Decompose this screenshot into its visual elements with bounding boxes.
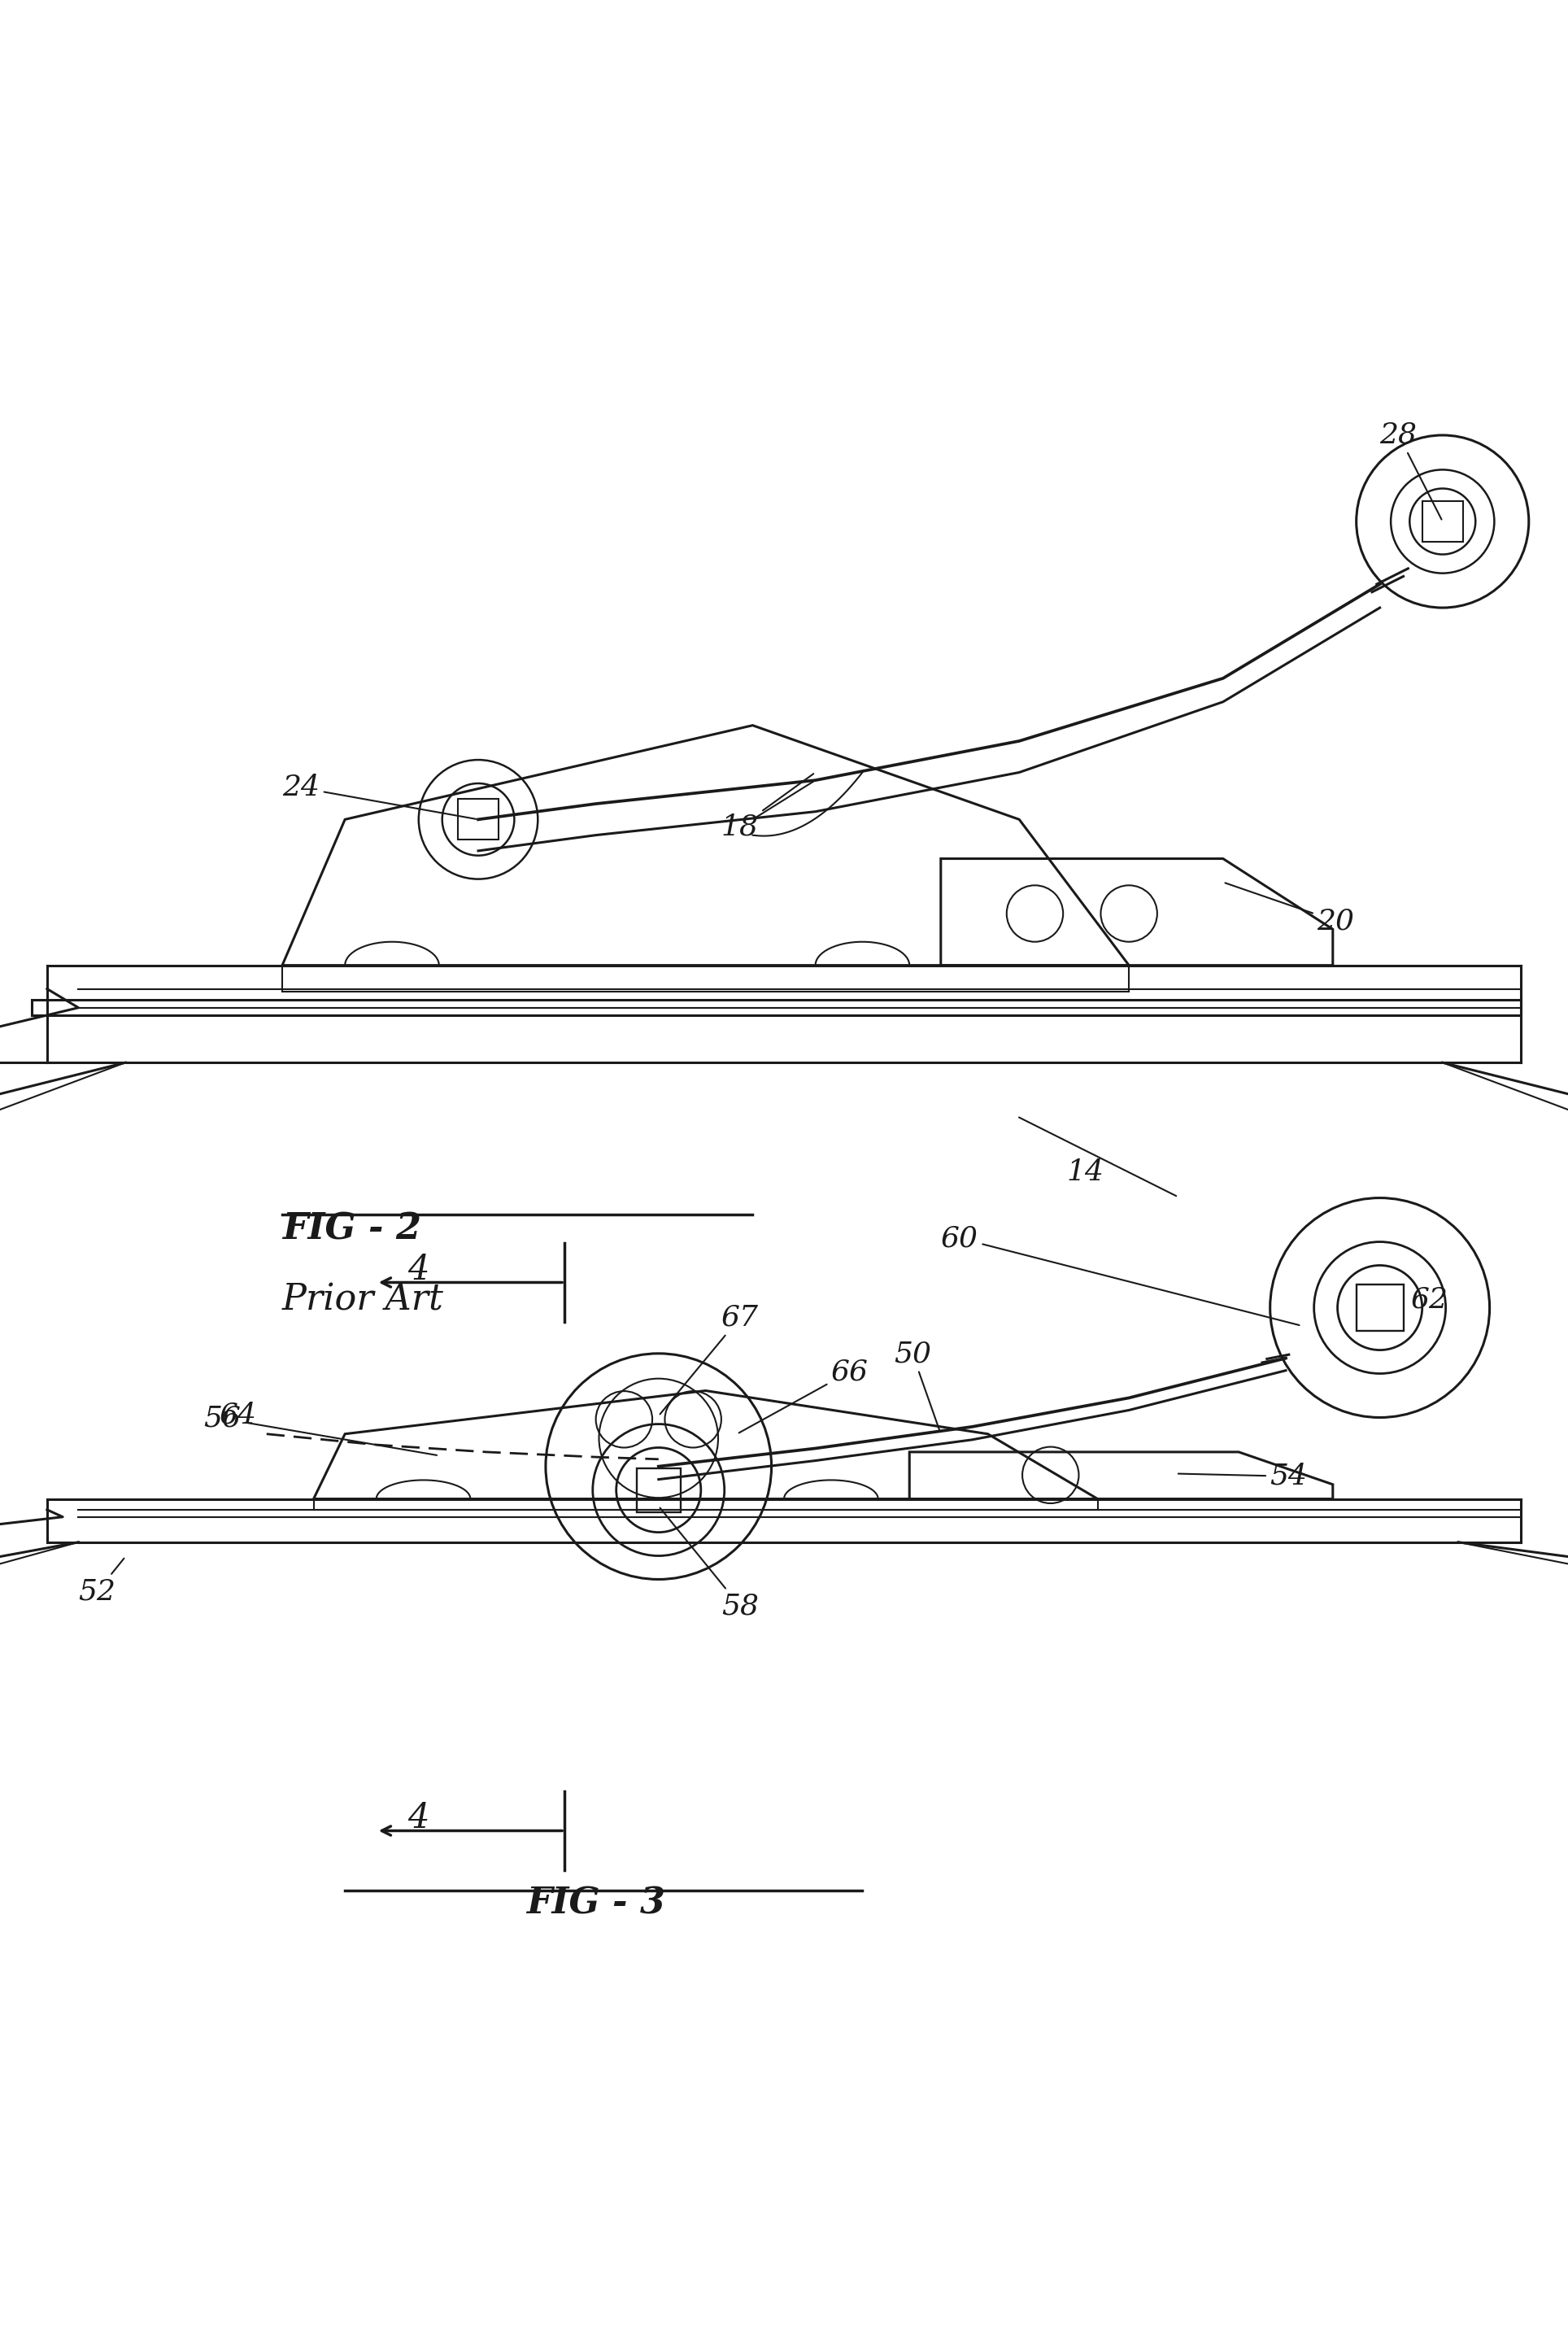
Text: 56: 56	[204, 1404, 437, 1456]
Text: 28: 28	[1380, 422, 1441, 519]
Text: 58: 58	[660, 1507, 759, 1621]
Text: 52: 52	[78, 1558, 124, 1605]
Text: 18: 18	[721, 773, 814, 841]
Text: 66: 66	[739, 1358, 869, 1432]
Text: 67: 67	[660, 1304, 759, 1414]
Text: Prior Art: Prior Art	[282, 1283, 444, 1318]
Text: 4: 4	[408, 1800, 430, 1835]
Text: 14: 14	[1066, 1158, 1104, 1185]
Text: 54: 54	[1178, 1463, 1308, 1491]
Text: 4: 4	[408, 1253, 430, 1288]
Text: 62: 62	[1411, 1286, 1449, 1314]
Text: 60: 60	[941, 1225, 1300, 1325]
Text: 24: 24	[282, 773, 477, 820]
Text: FIG - 3: FIG - 3	[527, 1886, 665, 1921]
Text: 64: 64	[220, 1402, 257, 1428]
Text: 20: 20	[1225, 883, 1355, 934]
Text: 50: 50	[894, 1339, 941, 1432]
Text: FIG - 2: FIG - 2	[282, 1211, 422, 1246]
